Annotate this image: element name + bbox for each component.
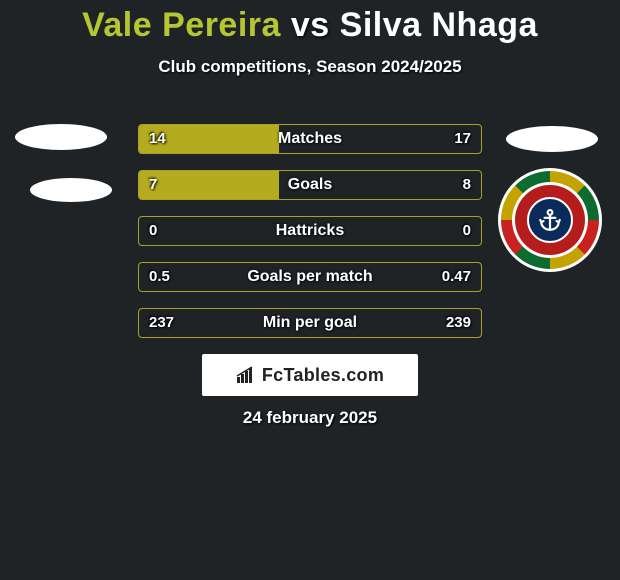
left-decor-ellipse xyxy=(30,178,112,202)
date-label: 24 february 2025 xyxy=(0,408,620,428)
anchor-icon xyxy=(537,207,563,233)
branding-box: FcTables.com xyxy=(202,354,418,396)
stat-value-right: 239 xyxy=(446,309,471,337)
badge-center xyxy=(527,197,573,243)
badge-red-ring xyxy=(515,185,585,255)
player-a-name: Vale Pereira xyxy=(82,6,281,44)
bar-chart-icon xyxy=(236,366,258,384)
stat-row: 237Min per goal239 xyxy=(138,308,482,338)
stat-label: Goals per match xyxy=(139,263,481,291)
club-badge xyxy=(498,168,602,272)
left-decor-ellipse xyxy=(15,124,107,150)
stat-bars: 14Matches17 7Goals8 0Hattricks0 0.5Goals pe… xyxy=(138,124,482,354)
stat-row: 0Hattricks0 xyxy=(138,216,482,246)
page-title: Vale Pereira vs Silva Nhaga xyxy=(0,0,620,45)
stat-value-right: 17 xyxy=(454,125,471,153)
stat-label: Goals xyxy=(139,171,481,199)
branding-text: FcTables.com xyxy=(262,365,384,386)
stat-label: Min per goal xyxy=(139,309,481,337)
stat-row: 14Matches17 xyxy=(138,124,482,154)
subtitle: Club competitions, Season 2024/2025 xyxy=(0,57,620,77)
stat-row: 7Goals8 xyxy=(138,170,482,200)
stat-value-right: 0 xyxy=(463,217,471,245)
right-decor-ellipse xyxy=(506,126,598,152)
stat-value-right: 0.47 xyxy=(442,263,471,291)
stats-comparison-card: Vale Pereira vs Silva Nhaga Club competi… xyxy=(0,0,620,580)
stat-label: Matches xyxy=(139,125,481,153)
vs-separator: vs xyxy=(291,6,330,44)
stat-value-right: 8 xyxy=(463,171,471,199)
stat-label: Hattricks xyxy=(139,217,481,245)
player-b-name: Silva Nhaga xyxy=(340,6,538,44)
stat-row: 0.5Goals per match0.47 xyxy=(138,262,482,292)
